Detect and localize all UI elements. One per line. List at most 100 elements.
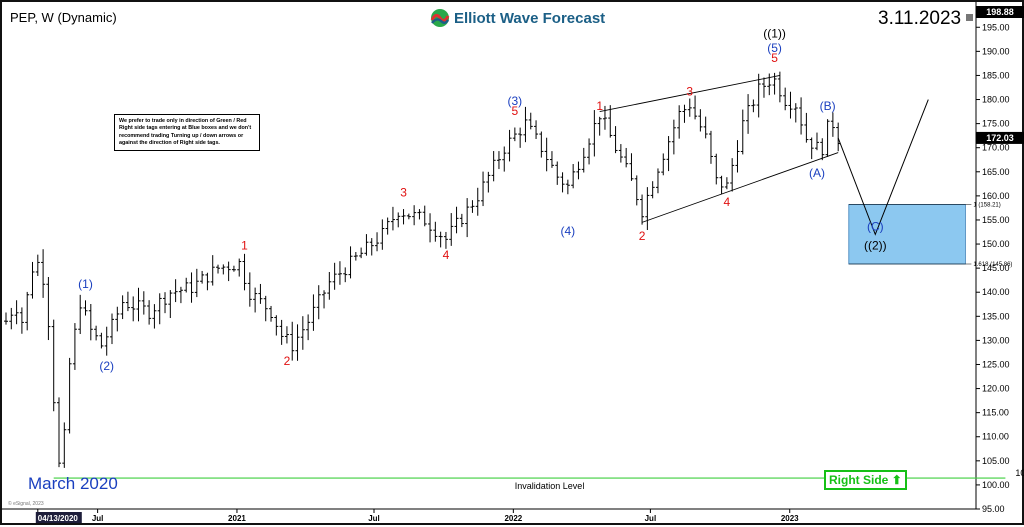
- ohlc-bar: [438, 231, 443, 248]
- ohlc-bar: [178, 286, 183, 304]
- ohlc-bar: [491, 151, 496, 182]
- ohlc-bar: [316, 285, 321, 320]
- ohlc-bar: [152, 304, 157, 329]
- ohlc-bar: [587, 138, 592, 165]
- ohlc-bar: [581, 147, 586, 173]
- ohlc-bar: [724, 177, 729, 190]
- wave-label-blue: (3): [508, 94, 523, 108]
- ohlc-bar: [385, 217, 390, 235]
- ohlc-bar: [549, 151, 554, 168]
- ohlc-bar: [184, 277, 189, 293]
- ohlc-bar: [364, 234, 369, 256]
- target-box: [848, 204, 966, 265]
- ohlc-bar: [449, 213, 454, 246]
- ohlc-bar: [205, 272, 210, 291]
- ohlc-bar: [528, 112, 533, 130]
- march-2020-label: March 2020: [28, 474, 118, 493]
- ohlc-bar: [216, 264, 221, 274]
- ohlc-bar: [19, 307, 24, 334]
- x-tick-label: Jul: [645, 514, 657, 523]
- ohlc-bar: [640, 194, 645, 225]
- ohlc-bar: [62, 422, 67, 468]
- copyright-text: © eSignal, 2023: [8, 501, 44, 507]
- top-price-badge: [976, 6, 1024, 18]
- ohlc-bar: [820, 138, 825, 161]
- disclaimer-note: We prefer to trade only in direction of …: [114, 114, 260, 152]
- ohlc-bar: [809, 137, 814, 160]
- ohlc-bar: [693, 95, 698, 120]
- right-side-label: Right Side: [829, 473, 889, 487]
- wave-label-red: 5: [512, 104, 519, 118]
- ohlc-bar: [83, 300, 88, 316]
- brand-name: Elliott Wave Forecast: [454, 9, 606, 27]
- ohlc-bar: [518, 127, 523, 148]
- ohlc-bar: [401, 209, 406, 225]
- ohlc-bar: [311, 294, 316, 331]
- ohlc-bar: [290, 321, 295, 361]
- ohlc-bar: [793, 103, 798, 123]
- wave-label-black: ((1)): [763, 27, 786, 41]
- ohlc-bar: [51, 319, 56, 412]
- ohlc-bar: [422, 205, 427, 227]
- wave-label-black: ((2)): [864, 239, 887, 253]
- ohlc-bar: [369, 238, 374, 256]
- ohlc-bar: [560, 172, 565, 193]
- y-tick-label: 100.00: [982, 480, 1010, 490]
- ohlc-bar: [253, 287, 258, 313]
- ohlc-bar: [231, 265, 236, 272]
- ohlc-bar: [555, 161, 560, 185]
- ohlc-bar: [629, 153, 634, 181]
- ohlc-bar: [730, 158, 735, 192]
- top-price-label: 198.88: [986, 7, 1014, 17]
- x-tick-label: 2023: [781, 514, 799, 523]
- y-tick-label: 120.00: [982, 384, 1010, 394]
- ohlc-bar: [306, 314, 311, 341]
- y-tick-label: 155.00: [982, 215, 1010, 225]
- ohlc-bar: [740, 109, 745, 155]
- wave-label-blue: (A): [809, 166, 825, 180]
- ohlc-bar: [735, 140, 740, 173]
- ohlc-bar: [380, 219, 385, 250]
- ohlc-bar: [825, 119, 830, 157]
- ohlc-bar: [258, 283, 263, 304]
- ohlc-bar: [412, 205, 417, 226]
- ohlc-bar: [677, 105, 682, 139]
- ohlc-bar: [783, 87, 788, 111]
- y-tick-label: 110.00: [982, 432, 1009, 442]
- ohlc-bar: [115, 306, 120, 332]
- ohlc-bar: [417, 209, 422, 220]
- ohlc-bar: [465, 198, 470, 238]
- y-tick-label: 130.00: [982, 335, 1010, 345]
- wave-label-red: 4: [724, 195, 731, 209]
- ohlc-bar: [359, 247, 364, 259]
- ohlc-bar: [576, 161, 581, 180]
- ohlc-bar: [767, 73, 772, 96]
- y-tick-label: 145.00: [982, 263, 1010, 273]
- wave-label-red: 2: [639, 229, 646, 243]
- x-tick-label: 2021: [228, 514, 246, 523]
- ohlc-bar: [682, 104, 687, 123]
- ohlc-bar: [666, 136, 671, 172]
- invalidation-label: Invalidation Level: [515, 481, 585, 491]
- ohlc-bar: [459, 213, 464, 228]
- ohlc-bar: [300, 316, 305, 350]
- ohlc-bar: [788, 91, 793, 119]
- target-top-label: 1 (158.21): [973, 202, 1000, 208]
- ohlc-bar: [35, 254, 40, 277]
- ohlc-bar: [67, 357, 72, 434]
- ohlc-bar: [168, 290, 173, 319]
- ohlc-bar: [396, 212, 401, 228]
- right-side-tag: Right Side ⬆: [824, 470, 907, 490]
- ohlc-bar: [57, 397, 62, 468]
- ohlc-bar: [279, 319, 284, 345]
- ohlc-bar: [698, 109, 703, 132]
- brand-logo: Elliott Wave Forecast: [430, 8, 605, 28]
- y-tick-label: 185.00: [982, 70, 1010, 80]
- ohlc-bar: [597, 116, 602, 136]
- ohlc-bar: [110, 313, 115, 345]
- ohlc-bar: [295, 324, 300, 361]
- y-tick-label: 195.00: [982, 22, 1010, 32]
- ohlc-bar: [756, 73, 761, 118]
- ticker-title: PEP, W (Dynamic): [10, 10, 117, 25]
